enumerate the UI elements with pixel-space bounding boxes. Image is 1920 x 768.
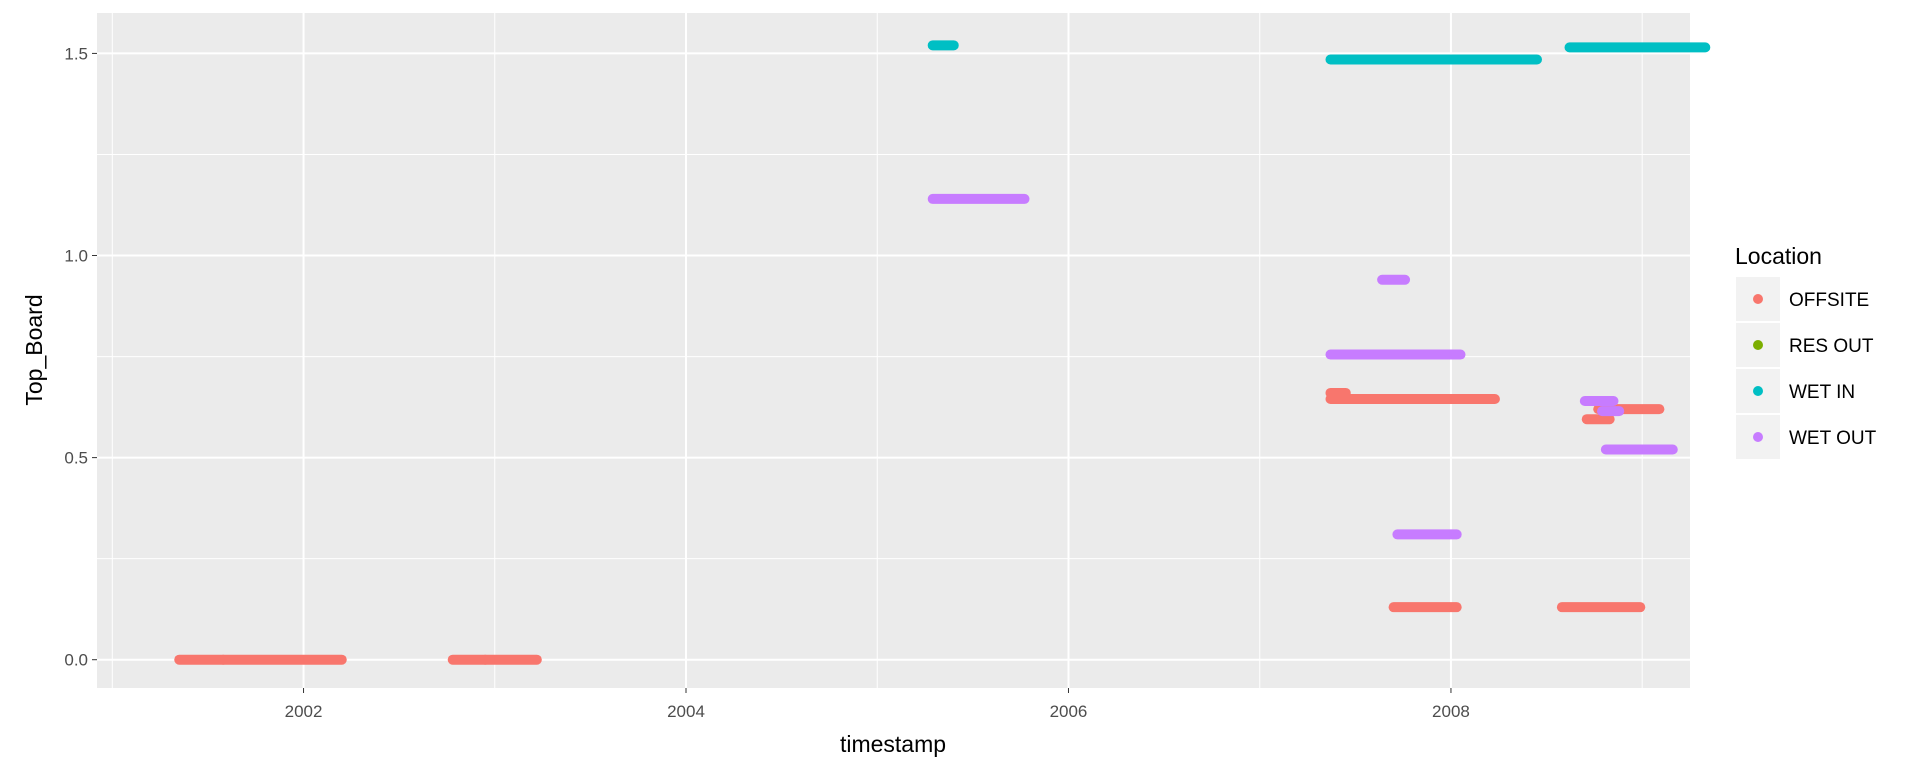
x-axis-title: timestamp — [840, 731, 946, 757]
legend-label-wet-in: WET IN — [1789, 382, 1855, 403]
legend-swatch-res-out — [1753, 340, 1763, 350]
y-tick-label: 0.0 — [64, 651, 88, 670]
x-tick-label: 2008 — [1432, 702, 1470, 721]
legend-title: Location — [1735, 243, 1822, 269]
x-tick-label: 2004 — [667, 702, 705, 721]
legend-label-offsite: OFFSITE — [1789, 290, 1869, 311]
data-marks — [174, 40, 1711, 665]
legend-swatch-wet-out — [1753, 432, 1763, 442]
x-axis-ticks: 2002 2004 2006 2008 — [285, 688, 1470, 721]
x-tick-label: 2002 — [285, 702, 323, 721]
grid-major — [97, 13, 1690, 688]
x-tick-label: 2006 — [1050, 702, 1088, 721]
legend-entries: OFFSITE RES OUT WET IN WET OUT — [1736, 277, 1877, 459]
legend-swatch-offsite — [1753, 294, 1763, 304]
legend-label-wet-out: WET OUT — [1789, 428, 1877, 449]
y-axis-title: Top_Board — [21, 294, 47, 405]
legend: Location OFFSITE RES OUT WET IN WET OUT — [1735, 243, 1877, 459]
y-axis-ticks: 0.0 0.5 1.0 1.5 — [64, 44, 97, 670]
y-tick-label: 0.5 — [64, 449, 88, 468]
legend-swatch-wet-in — [1753, 386, 1763, 396]
y-tick-label: 1.0 — [64, 247, 88, 266]
legend-label-res-out: RES OUT — [1789, 336, 1874, 357]
y-tick-label: 1.5 — [64, 44, 88, 63]
